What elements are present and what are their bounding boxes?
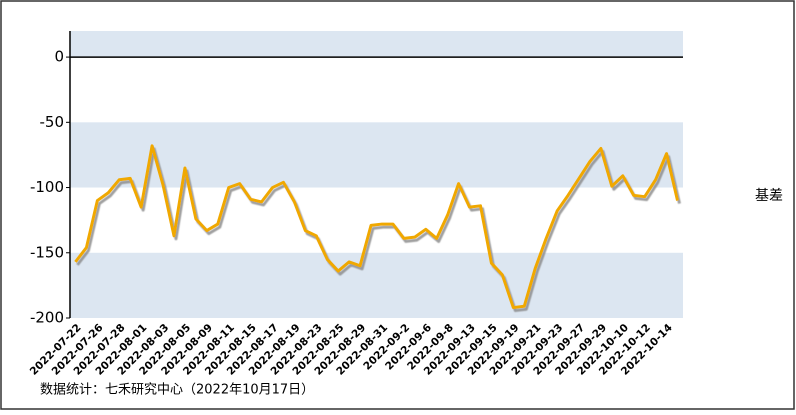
y-tick-label: -50 <box>40 113 65 131</box>
y-tick-label: 0 <box>54 48 64 66</box>
series-line <box>74 144 679 310</box>
y-tick-label: -200 <box>30 309 64 327</box>
band <box>70 252 683 318</box>
band <box>70 31 683 58</box>
legend-label: 基差 <box>755 187 783 204</box>
y-tick-label: -100 <box>30 178 64 196</box>
y-tick-label: -150 <box>30 243 64 261</box>
source-note: 数据统计：七禾研究中心（2022年10月17日） <box>40 383 314 398</box>
